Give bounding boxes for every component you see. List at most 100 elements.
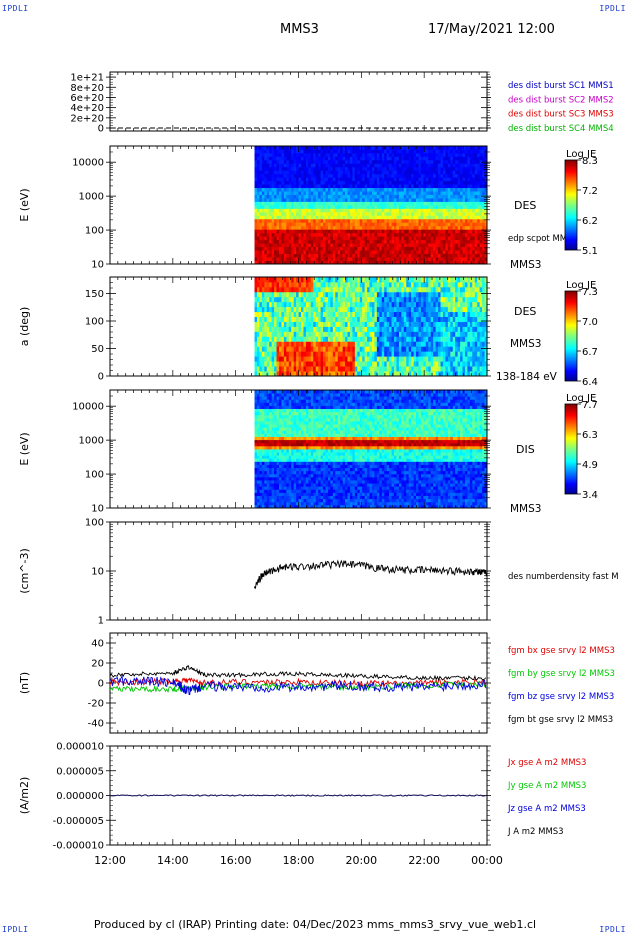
des-energy-cell — [337, 236, 341, 241]
des-energy-cell — [320, 159, 324, 164]
des-energy-cell — [352, 253, 356, 258]
des-energy-cell — [381, 166, 385, 171]
des-energy-cell — [337, 225, 341, 230]
des-energy-cell — [408, 253, 412, 258]
des-energy-cell — [354, 163, 358, 168]
des-pitch-cell — [406, 371, 410, 377]
des-energy-cell — [276, 260, 280, 265]
des-energy-cell — [396, 260, 400, 265]
des-pitch-cell — [349, 336, 353, 342]
des-energy-cell — [271, 222, 275, 227]
des-energy-cell — [386, 194, 390, 199]
des-pitch-cell — [376, 361, 380, 367]
des-energy-cell — [269, 250, 273, 254]
des-pitch-cell — [347, 316, 351, 322]
des-pitch-cell — [308, 361, 312, 367]
des-energy-cell — [359, 253, 363, 258]
des-pitch-cell — [269, 361, 273, 367]
des-energy-cell — [484, 152, 488, 157]
des-pitch-cell — [261, 316, 265, 322]
des-energy-cell — [384, 180, 388, 185]
des-energy-cell — [420, 201, 424, 206]
des-energy-cell — [389, 191, 392, 195]
des-energy-cell — [342, 243, 346, 248]
des-energy-cell — [266, 229, 270, 234]
des-energy-cell — [457, 253, 461, 258]
des-energy-cell — [315, 246, 319, 251]
des-energy-cell — [335, 180, 339, 185]
des-pitch-cell — [349, 371, 353, 377]
des-energy-cell — [386, 166, 390, 171]
des-pitch-cell — [315, 366, 319, 372]
des-energy-cell — [460, 194, 463, 199]
des-energy-cell — [335, 177, 339, 182]
des-energy-cell — [464, 198, 468, 202]
des-pitch-cell — [276, 341, 280, 347]
des-pitch-cell — [323, 371, 326, 377]
des-energy-cell — [340, 253, 344, 258]
des-energy-cell — [484, 225, 488, 230]
des-energy-cell — [345, 187, 348, 192]
des-energy-cell — [362, 152, 366, 157]
des-energy-cell — [349, 218, 353, 223]
des-energy-cell — [286, 222, 290, 227]
des-energy-cell — [308, 180, 312, 185]
des-pitch-cell — [394, 277, 397, 283]
des-pitch-cell — [376, 311, 380, 317]
des-energy-cell — [460, 184, 463, 189]
des-pitch-cell — [276, 281, 280, 288]
des-pitch-cell — [293, 366, 297, 372]
des-pitch-cell — [367, 321, 370, 327]
des-pitch-cell — [376, 331, 380, 337]
des-energy-cell — [359, 218, 363, 223]
des-energy-cell — [276, 152, 280, 157]
des-energy-cell — [345, 239, 348, 244]
des-energy-cell — [438, 225, 441, 230]
des-pitch-cell — [283, 321, 287, 327]
des-energy-cell — [266, 232, 270, 237]
des-energy-cell — [310, 187, 314, 192]
des-energy-cell — [357, 163, 361, 168]
des-energy-cell — [330, 170, 334, 175]
des-pitch-cell — [342, 341, 346, 347]
des-pitch-cell — [379, 331, 383, 337]
des-energy-cell — [371, 246, 375, 251]
des-energy-cell — [296, 146, 299, 150]
des-pitch-cell — [323, 346, 326, 352]
des-energy-cell — [452, 187, 456, 192]
des-energy-cell — [423, 177, 427, 182]
des-energy-cell — [442, 170, 446, 175]
des-energy-cell — [359, 208, 363, 213]
des-energy-cell — [308, 229, 312, 234]
des-pitch-cell — [374, 296, 378, 303]
des-energy-cell — [391, 184, 395, 189]
des-energy-cell — [477, 159, 481, 164]
des-energy-cell — [374, 166, 378, 171]
des-energy-cell — [369, 222, 373, 227]
des-energy-cell — [464, 177, 468, 182]
des-pitch-cell — [354, 371, 358, 377]
des-energy-cell — [401, 246, 405, 251]
des-pitch-cell — [416, 326, 419, 332]
des-pitch-cell — [325, 277, 329, 283]
des-pitch-cell — [264, 341, 268, 347]
des-energy-cell — [359, 163, 363, 168]
des-energy-cell — [261, 208, 265, 213]
des-energy-cell — [325, 177, 329, 182]
des-pitch-cell — [303, 336, 307, 342]
des-energy-cell — [452, 156, 456, 161]
des-energy-cell — [411, 208, 414, 213]
des-energy-cell — [288, 211, 292, 216]
des-energy-cell — [349, 222, 353, 227]
des-energy-cell — [298, 208, 302, 213]
des-energy-cell — [467, 177, 471, 182]
des-energy-cell — [401, 191, 405, 195]
des-pitch-cell — [359, 306, 363, 313]
des-energy-cell — [379, 232, 383, 237]
des-energy-cell — [296, 253, 299, 258]
des-pitch-cell — [386, 341, 390, 347]
des-pitch-cell — [278, 277, 282, 283]
des-energy-cell — [254, 198, 258, 202]
des-pitch-cell — [286, 361, 290, 367]
des-pitch-cell — [345, 366, 348, 372]
